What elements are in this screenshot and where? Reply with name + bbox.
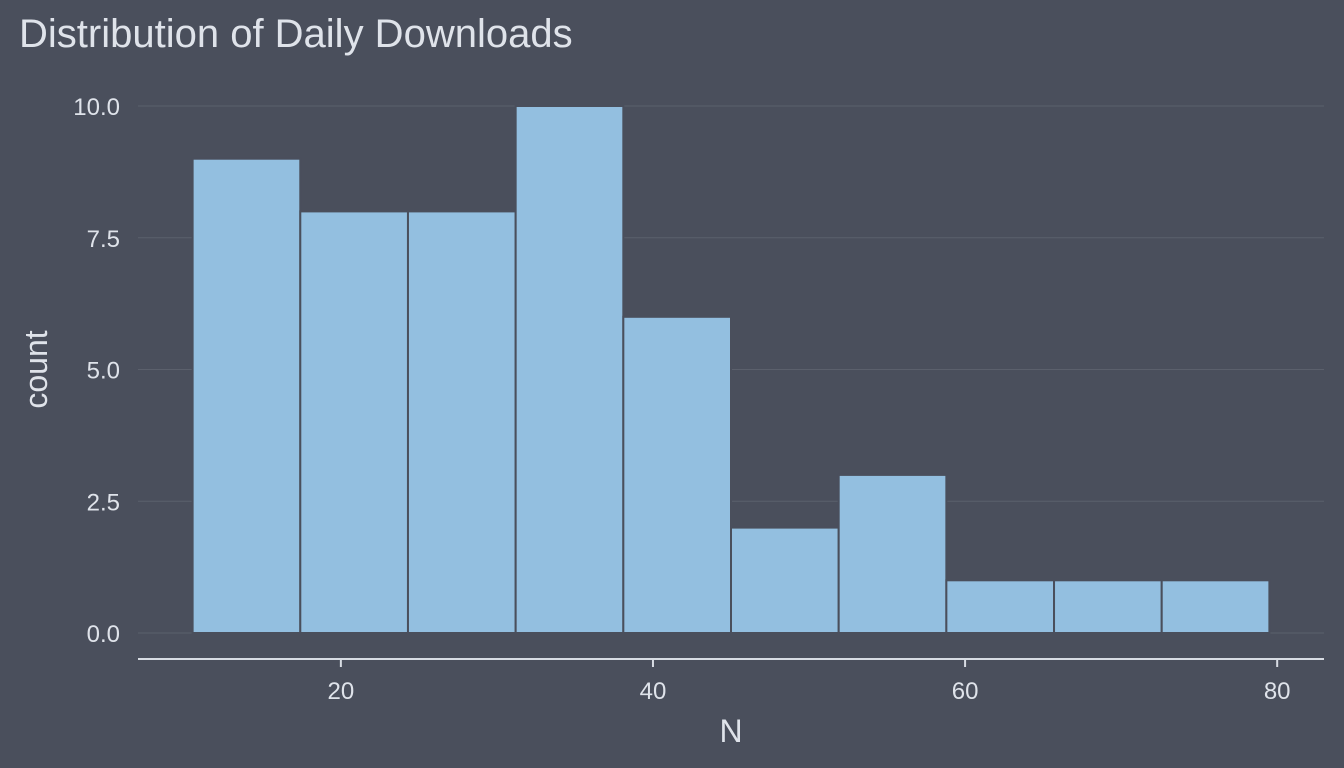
histogram-bar [622, 315, 732, 634]
x-tick-label: 80 [1264, 678, 1291, 705]
histogram-bar [191, 157, 302, 634]
y-tick-label: 10.0 [73, 94, 120, 121]
chart-title: Distribution of Daily Downloads [19, 12, 573, 56]
histogram-bar [837, 473, 948, 634]
histogram-bar [730, 526, 840, 634]
histogram-bar [514, 105, 625, 634]
histogram-bar [406, 210, 517, 634]
histogram-bar [299, 210, 409, 634]
y-tick-label: 7.5 [87, 226, 120, 253]
x-tick-label: 60 [952, 678, 979, 705]
histogram-bar [945, 579, 1056, 634]
x-tick-label: 20 [328, 678, 355, 705]
y-axis-title: count [18, 330, 54, 408]
y-tick-label: 5.0 [87, 358, 120, 385]
y-tick-label: 0.0 [87, 621, 120, 648]
x-axis-title: N [719, 713, 742, 749]
y-tick-label: 2.5 [87, 489, 120, 516]
histogram-bar [1160, 579, 1271, 634]
histogram-bar [1053, 579, 1163, 634]
x-tick-label: 40 [640, 678, 667, 705]
